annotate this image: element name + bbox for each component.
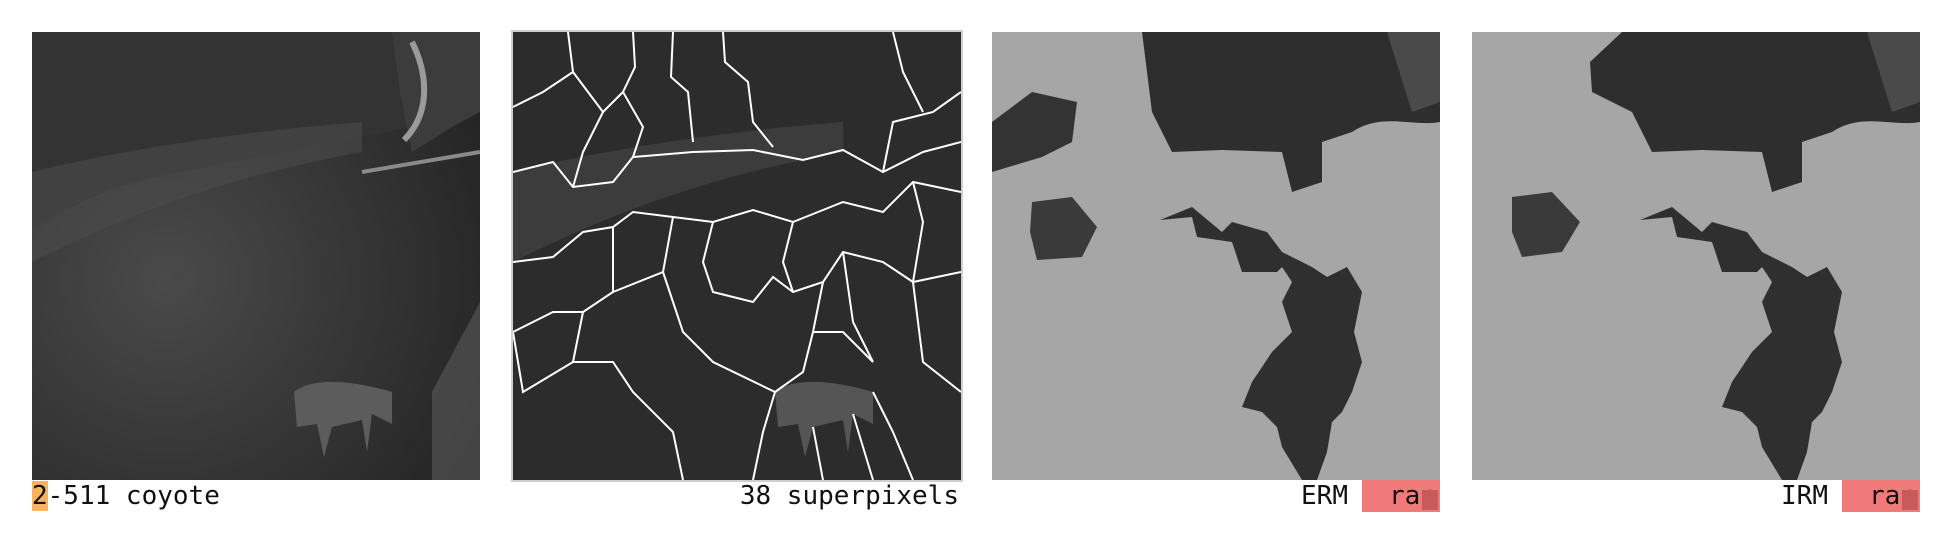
irm-explanation-panel	[1472, 32, 1920, 480]
erm-badge-swatch	[1422, 490, 1438, 510]
image-id-text: -511 coyote	[47, 481, 220, 511]
irm-prediction-badge: rac	[1842, 480, 1920, 512]
irm-label: IRM	[1781, 481, 1828, 511]
original-image-panel	[32, 32, 480, 480]
irm-mask	[1472, 32, 1920, 480]
erm-label: ERM	[1301, 481, 1348, 511]
superpixels-panel	[511, 30, 963, 482]
coyote-photo	[32, 32, 480, 480]
superpixel-overlay	[513, 32, 961, 480]
erm-caption: ERM rac	[1301, 480, 1440, 512]
label-highlight: 2	[32, 481, 48, 511]
erm-prediction-badge: rac	[1362, 480, 1440, 512]
superpixel-count-caption: 38 superpixels	[739, 481, 959, 511]
image-id-caption: 2-511 coyote	[32, 480, 220, 512]
irm-badge-swatch	[1902, 490, 1918, 510]
erm-explanation-panel	[992, 32, 1440, 480]
irm-caption: IRM rac	[1781, 480, 1920, 512]
erm-mask	[992, 32, 1440, 480]
